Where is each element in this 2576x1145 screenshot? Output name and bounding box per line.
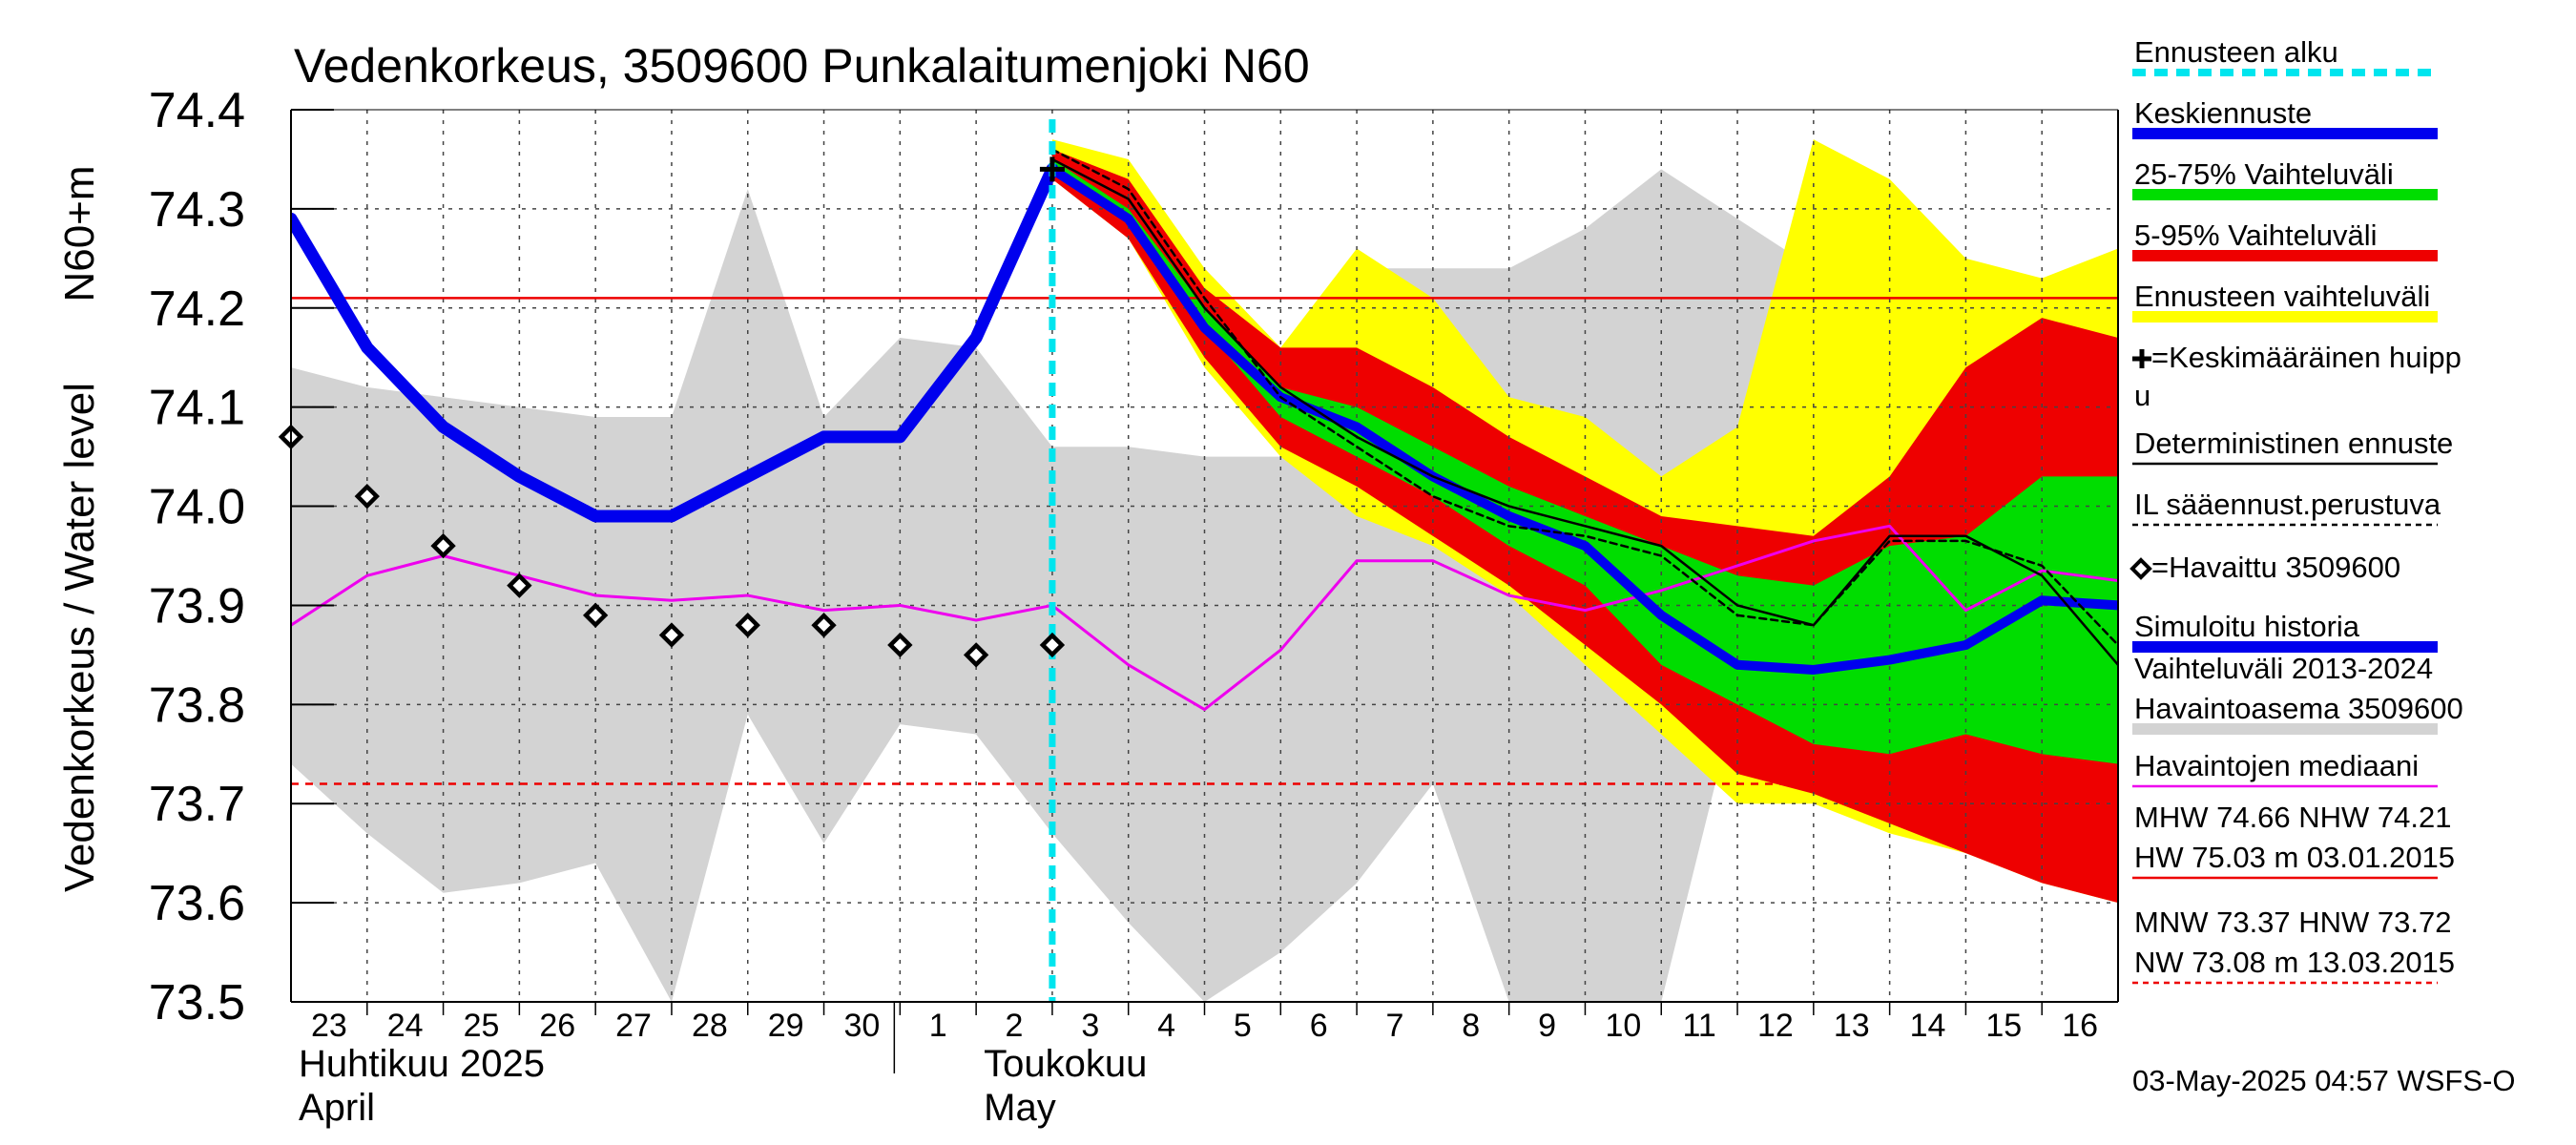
x-tick-label: 9	[1538, 1008, 1556, 1044]
deterministic-forecast-line	[1050, 157, 2118, 667]
legend-label-wrap: u	[2134, 379, 2150, 412]
y-tick-label: 73.5	[149, 975, 245, 1030]
weather-forecast-line	[1050, 148, 2118, 647]
x-tick-label: 10	[1605, 1008, 1641, 1044]
y-tick-label: 73.8	[149, 677, 245, 733]
data-markers	[278, 119, 1066, 1002]
tick-labels: 73.5 73.6 73.7 73.8 73.9 74.0 74.1 74.2 74.3 74.4…	[149, 83, 2098, 1129]
x-tick-label: 7	[1386, 1008, 1404, 1044]
x-tick-label: 26	[539, 1008, 575, 1044]
simulated-history-line	[291, 162, 1059, 523]
x-tick-label: 24	[387, 1008, 424, 1044]
x-tick-label: 23	[311, 1008, 347, 1044]
x-tick-label: 4	[1157, 1008, 1175, 1044]
grid-lines	[291, 110, 2118, 1002]
legend-label: =Keskimääräinen huipp	[2151, 341, 2462, 374]
month-label-fi: Huhtikuu 2025	[299, 1043, 545, 1085]
legend: Ennusteen alku Keskiennuste 25-75% Vaihtel…	[2129, 35, 2463, 985]
x-tick-label: 11	[1682, 1008, 1715, 1044]
observed-point	[735, 613, 760, 638]
x-tick-label: 15	[1985, 1008, 2022, 1044]
legend-label: Vaihteluväli 2013-2024	[2134, 652, 2433, 685]
x-tick-label: 8	[1462, 1008, 1480, 1044]
x-tick-label: 28	[692, 1008, 728, 1044]
legend-label: =Havaittu 3509600	[2151, 551, 2400, 584]
x-tick-label: 25	[464, 1008, 500, 1044]
x-tick-label: 3	[1081, 1008, 1099, 1044]
legend-label: NW 73.08 m 13.03.2015	[2134, 946, 2455, 979]
legend-symbol-diamond	[2129, 557, 2152, 580]
x-tick-label: 2	[1006, 1008, 1024, 1044]
legend-label: IL sääennust.perustuva	[2134, 488, 2441, 521]
month-label-fi: Toukokuu	[984, 1043, 1147, 1085]
observed-point	[658, 622, 685, 648]
y-axis-label-outer: Vedenkorkeus / Water level	[56, 383, 103, 892]
x-tick-label: 30	[844, 1008, 881, 1044]
legend-label: Ennusteen alku	[2134, 35, 2338, 69]
observed-point	[430, 532, 456, 559]
observed-point	[963, 642, 989, 668]
observed-point	[354, 483, 380, 510]
y-tick-label: 73.9	[149, 578, 245, 634]
legend-label: Havaintojen mediaani	[2134, 749, 2419, 782]
legend-label: 5-95% Vaihteluväli	[2134, 219, 2377, 252]
legend-label: MNW 73.37 HNW 73.72	[2134, 906, 2452, 939]
y-axis-label-inner: N60+m	[56, 165, 103, 302]
legend-label: Havaintoasema 3509600	[2134, 692, 2463, 725]
median-line	[291, 524, 2118, 712]
observed-point	[887, 632, 913, 658]
y-tick-label: 74.1	[149, 381, 245, 436]
legend-label: Simuloitu historia	[2134, 610, 2360, 643]
mean-forecast-line	[1047, 164, 2118, 675]
month-label-en: May	[984, 1087, 1056, 1129]
timestamp: 03-May-2025 04:57 WSFS-O	[2132, 1064, 2515, 1097]
range-25-75-band	[1051, 158, 2118, 764]
y-tick-label: 74.3	[149, 182, 245, 238]
observed-point	[507, 572, 532, 598]
x-tick-label: 29	[768, 1008, 804, 1044]
y-tick-label: 74.2	[149, 281, 245, 337]
legend-label: MHW 74.66 NHW 74.21	[2134, 801, 2452, 834]
axes	[290, 109, 2119, 1073]
mean-peak-marker	[1039, 156, 1065, 182]
chart-title: Vedenkorkeus, 3509600 Punkalaitumenjoki …	[294, 39, 1310, 93]
legend-label: Keskiennuste	[2134, 96, 2312, 130]
legend-label: 25-75% Vaihteluväli	[2134, 157, 2394, 191]
legend-symbol-plus	[2132, 349, 2151, 368]
legend-label: Ennusteen vaihteluväli	[2134, 280, 2430, 313]
observed-point	[811, 613, 837, 638]
x-tick-label: 16	[2062, 1008, 2098, 1044]
y-tick-label: 73.7	[149, 777, 245, 832]
month-label-en: April	[299, 1087, 375, 1129]
x-tick-label: 12	[1757, 1008, 1794, 1044]
observed-point	[582, 602, 609, 629]
legend-label: HW 75.03 m 03.01.2015	[2134, 841, 2455, 874]
x-tick-label: 5	[1234, 1008, 1252, 1044]
x-tick-label: 6	[1310, 1008, 1328, 1044]
x-tick-label: 27	[615, 1008, 652, 1044]
y-tick-label: 73.6	[149, 876, 245, 931]
x-tick-label: 14	[1910, 1008, 1946, 1044]
x-tick-label: 13	[1834, 1008, 1870, 1044]
y-tick-label: 74.4	[149, 83, 245, 138]
observed-point	[1039, 632, 1066, 658]
x-tick-label: 1	[929, 1008, 947, 1044]
legend-label: Deterministinen ennuste	[2134, 427, 2453, 460]
y-tick-label: 74.0	[149, 480, 245, 535]
data-series	[291, 148, 2118, 712]
